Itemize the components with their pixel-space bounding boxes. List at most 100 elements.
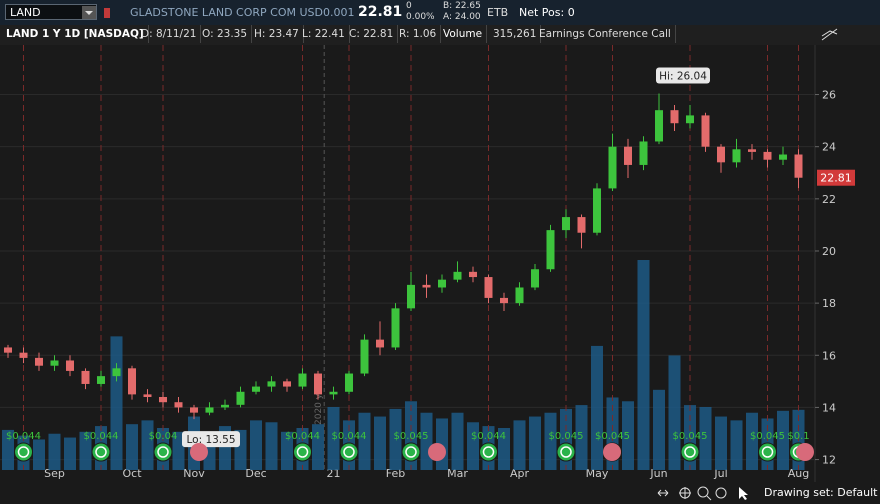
dividend-label: $0.045 xyxy=(549,431,584,442)
candle-body xyxy=(717,146,725,163)
dividend-icon-ring xyxy=(482,446,495,458)
x-tick-label: Nov xyxy=(183,467,205,480)
candle-body xyxy=(345,373,353,392)
y-tick-label: 18 xyxy=(822,297,836,310)
candle-body xyxy=(639,141,648,165)
dividend-icon[interactable] xyxy=(293,442,312,462)
volume-bar xyxy=(653,389,665,470)
x-tick-label: 21 xyxy=(327,467,341,480)
candle-body xyxy=(562,217,570,231)
candle-body xyxy=(438,279,446,288)
volume-bar xyxy=(746,412,758,470)
earnings-icon[interactable] xyxy=(603,443,621,461)
candle-body xyxy=(205,407,214,413)
bar-range: R: 1.06 xyxy=(395,25,442,43)
symbol-controls[interactable] xyxy=(82,6,112,20)
lo-callout xyxy=(182,431,240,448)
volume-bar xyxy=(513,420,526,470)
dividend-label: $0.1 xyxy=(787,431,809,442)
dividend-icon[interactable] xyxy=(14,442,33,462)
hi-label: Hi: 26.04 xyxy=(659,70,707,82)
drawing-tool-icon[interactable] xyxy=(820,26,840,44)
candle-body xyxy=(469,271,477,278)
dividend-icon[interactable] xyxy=(339,442,359,462)
dividend-icon[interactable] xyxy=(401,442,421,462)
earnings-icon[interactable] xyxy=(428,443,446,461)
dividend-icon-ring xyxy=(761,446,774,458)
symbol-input[interactable]: LAND xyxy=(5,4,97,20)
volume-bar xyxy=(33,439,45,470)
chart-background xyxy=(0,45,880,482)
dividend-label: $0.045 xyxy=(750,431,785,442)
volume-bar xyxy=(777,410,789,470)
y-tick-label: 16 xyxy=(822,349,836,362)
candle-body xyxy=(35,357,43,366)
dividend-icon[interactable] xyxy=(91,442,111,462)
dividend-icon[interactable] xyxy=(153,442,173,462)
x-tick-label: Aug xyxy=(788,467,809,480)
volume-bar xyxy=(141,420,154,470)
status-bar: Drawing set: Default xyxy=(0,482,880,504)
earnings-icon[interactable] xyxy=(796,443,814,461)
dividend-icon[interactable] xyxy=(479,442,498,462)
bar-close: C: 22.81 xyxy=(345,25,399,43)
candle-body xyxy=(701,115,710,147)
dividend-icon[interactable] xyxy=(556,442,576,462)
candle-body xyxy=(81,370,90,384)
candle-body xyxy=(159,396,167,403)
volume-bar xyxy=(358,412,371,470)
dividend-icon[interactable] xyxy=(758,442,777,462)
dividend-icon-ring xyxy=(17,446,30,458)
candle-body xyxy=(779,154,787,160)
volume-bar xyxy=(715,416,727,470)
hi-callout xyxy=(656,67,710,84)
candle-body xyxy=(422,284,431,288)
x-tick-label: Jul xyxy=(713,467,727,480)
candle-body xyxy=(283,381,291,387)
volume-bar xyxy=(451,412,464,470)
candle-body xyxy=(593,188,601,233)
dividend-label: $0.045 xyxy=(595,431,630,442)
candle-body xyxy=(329,391,338,395)
candle-body xyxy=(143,394,152,397)
volume-bar xyxy=(529,416,541,470)
volume-bar xyxy=(637,260,650,470)
candle-body xyxy=(112,368,121,377)
earnings-icon[interactable] xyxy=(190,443,208,461)
candle-body xyxy=(190,407,198,413)
candle-body xyxy=(221,404,229,408)
x-tick-label: Apr xyxy=(510,467,530,480)
bar-volume: 315,261 xyxy=(489,25,542,43)
last-price: 22.81 xyxy=(358,4,403,20)
candle-body xyxy=(546,230,555,270)
dividend-icon-ring xyxy=(296,446,309,458)
candle-body xyxy=(763,151,772,160)
drawing-set: Drawing set: Default xyxy=(764,486,878,499)
dividend-icon-ring xyxy=(405,446,417,458)
company-name: GLADSTONE LAND CORP COM USD0.001 xyxy=(130,6,355,19)
dividend-label: $0.044 xyxy=(332,431,367,442)
dividend-label: $0.044 xyxy=(6,431,41,442)
volume-bar xyxy=(79,431,92,470)
candle-body xyxy=(267,381,276,387)
bar-open: O: 23.35 xyxy=(198,25,253,43)
volume-bar xyxy=(312,424,324,470)
candle-body xyxy=(391,308,400,348)
candle-body xyxy=(19,352,28,358)
dividend-icon-ring xyxy=(157,446,169,458)
dividend-icon-ring xyxy=(684,446,696,458)
volume-bar xyxy=(622,401,634,470)
volume-bar xyxy=(265,422,278,470)
info-bar: LAND 1 Y 1D [NASDAQ] D: 8/11/21 O: 23.35… xyxy=(0,25,880,45)
bar-date: D: 8/11/21 xyxy=(137,25,202,43)
x-tick-label: Mar xyxy=(447,467,468,480)
volume-bar xyxy=(591,345,603,470)
volume-bar xyxy=(48,433,61,470)
chart-tools[interactable] xyxy=(655,485,755,501)
dividend-label: $0.04 xyxy=(149,431,178,442)
ask: A: 24.00 xyxy=(443,12,481,22)
dividend-icon[interactable] xyxy=(680,442,700,462)
volume-bar xyxy=(172,431,185,470)
candle-body xyxy=(128,368,136,395)
candle-body xyxy=(624,146,632,165)
